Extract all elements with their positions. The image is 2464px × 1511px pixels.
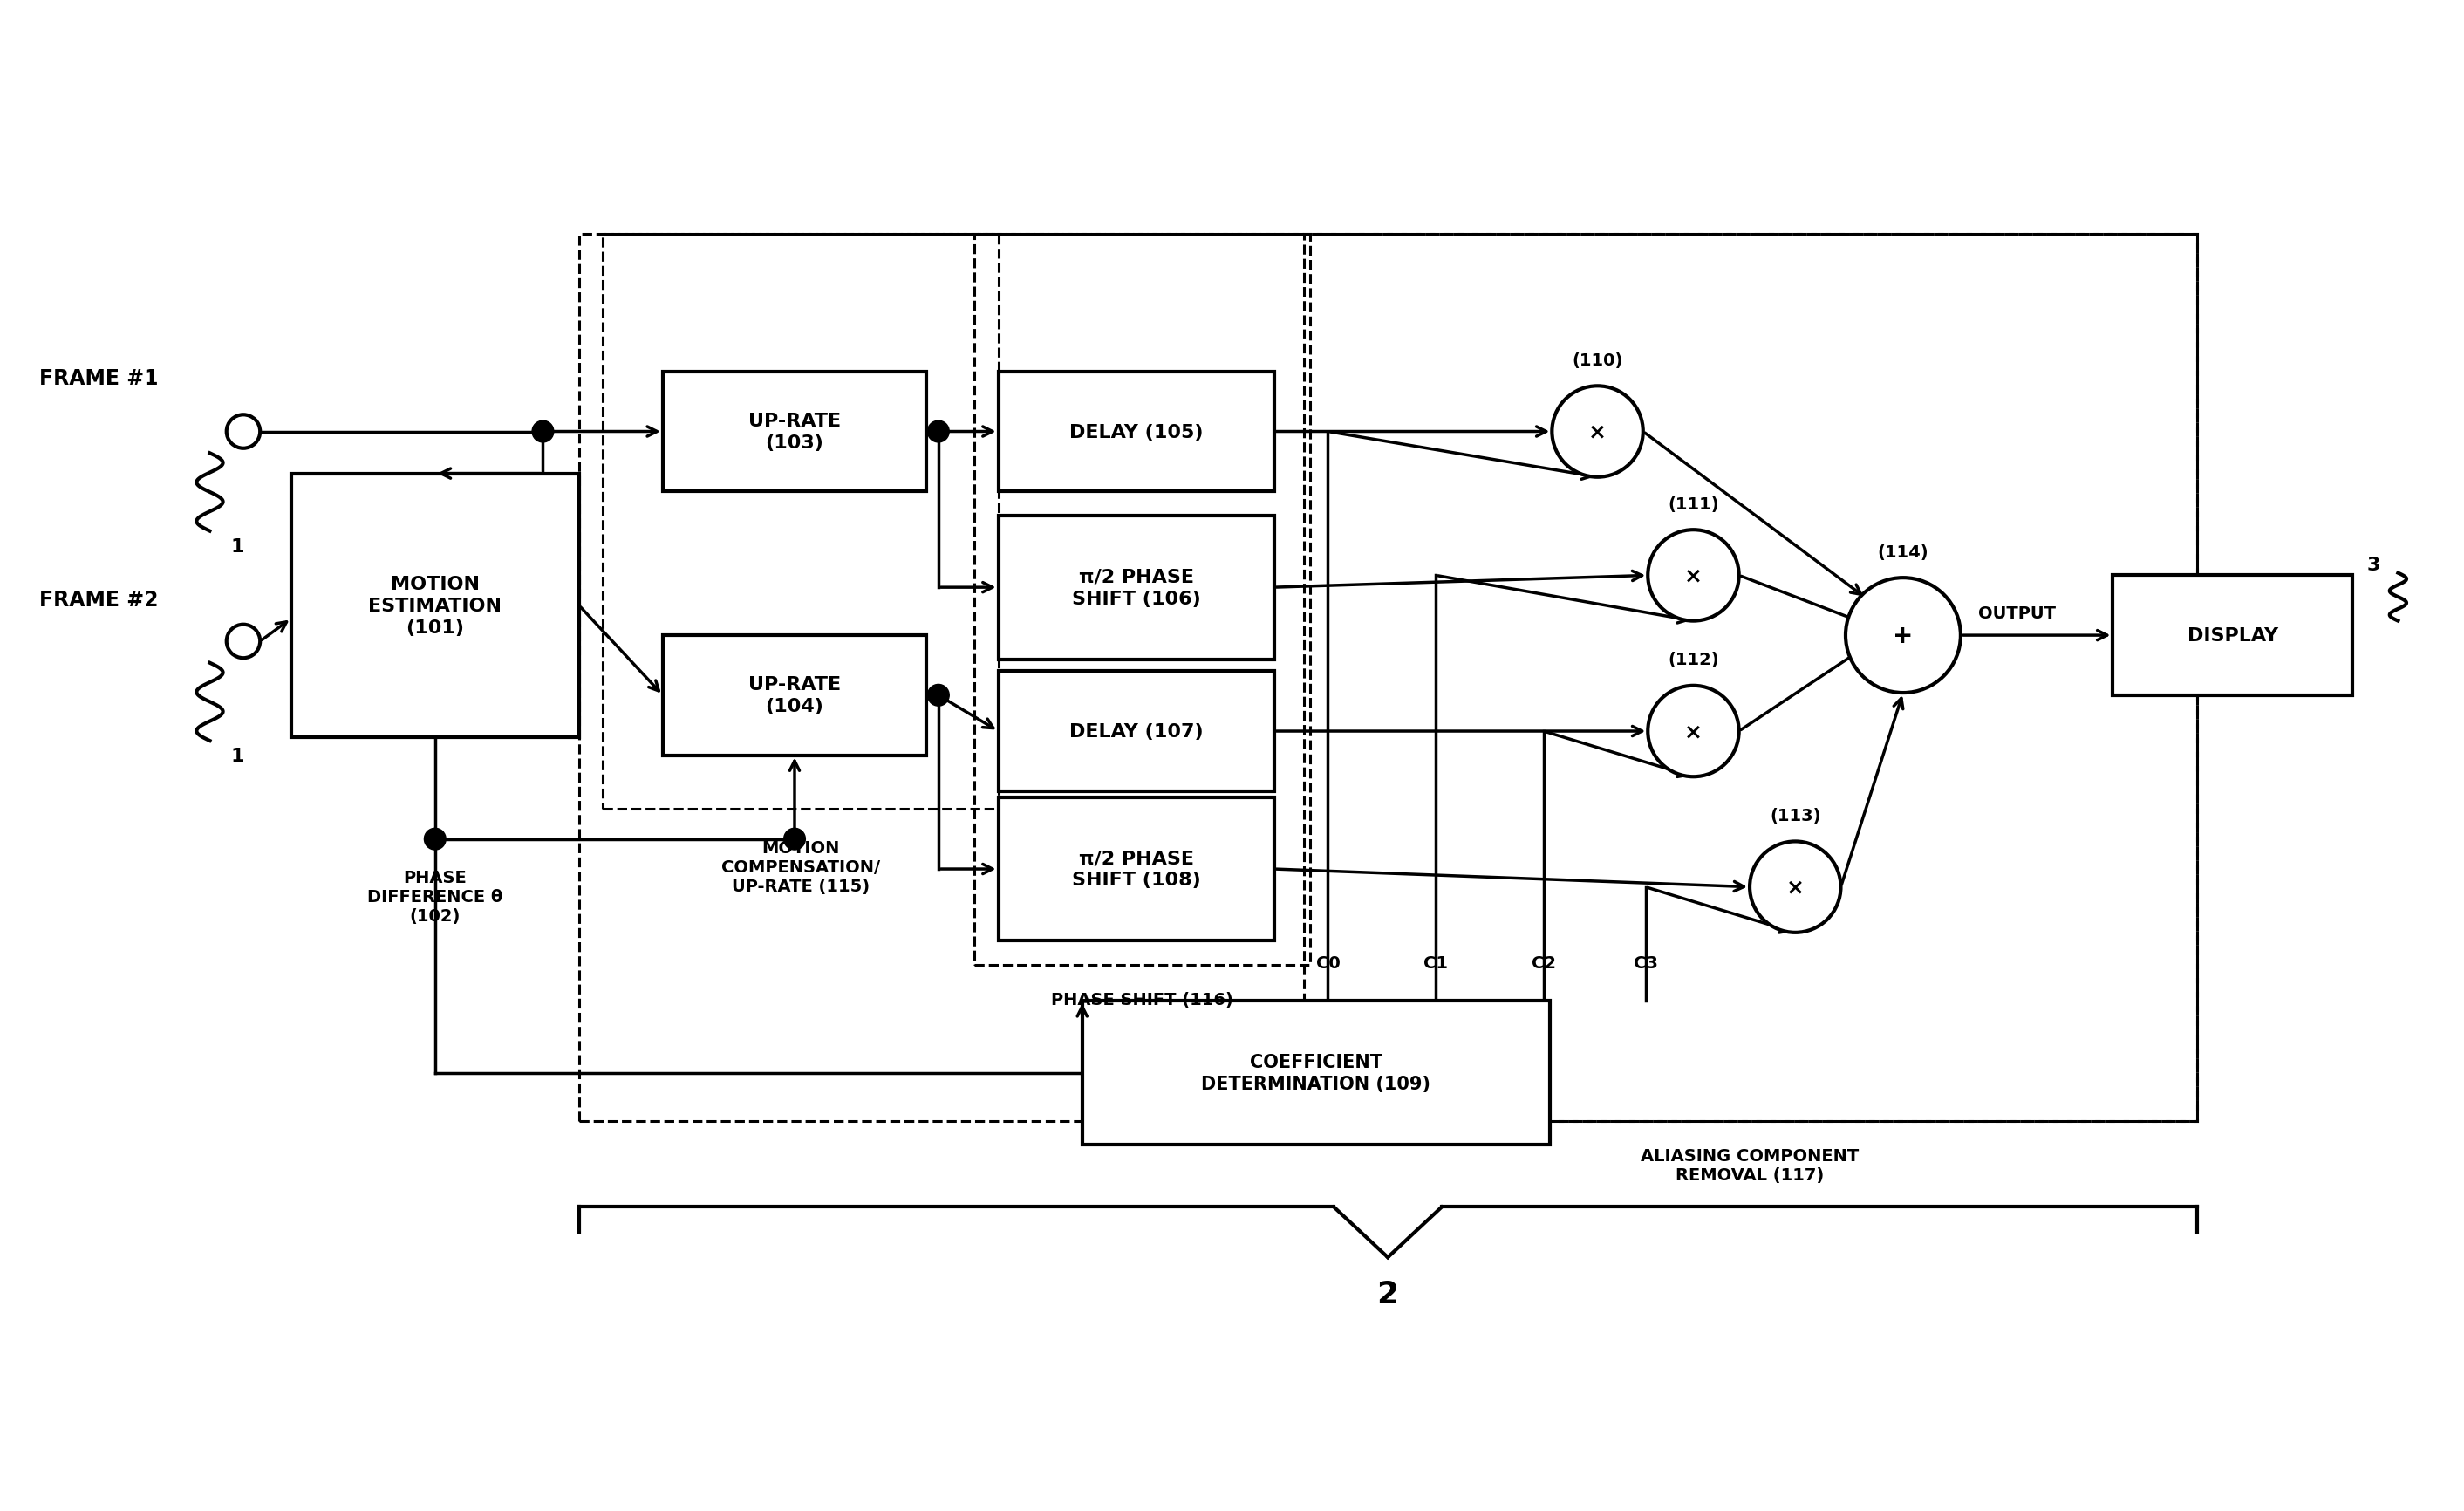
- Text: C2: C2: [1530, 955, 1555, 972]
- Bar: [998, 372, 1274, 493]
- Circle shape: [1648, 530, 1740, 621]
- Bar: [1303, 234, 2198, 1121]
- Text: MOTION
ESTIMATION
(101): MOTION ESTIMATION (101): [367, 576, 503, 636]
- Circle shape: [926, 684, 949, 706]
- Text: 2: 2: [1377, 1278, 1400, 1309]
- Circle shape: [1846, 579, 1961, 694]
- Text: OUTPUT: OUTPUT: [1979, 604, 2057, 621]
- Text: π/2 PHASE
SHIFT (106): π/2 PHASE SHIFT (106): [1072, 568, 1200, 607]
- Text: 1: 1: [232, 538, 244, 556]
- Text: PHASE
DIFFERENCE θ
(102): PHASE DIFFERENCE θ (102): [367, 869, 503, 925]
- Text: (113): (113): [1769, 807, 1821, 823]
- Text: UP-RATE
(104): UP-RATE (104): [749, 675, 840, 715]
- Text: (112): (112): [1668, 651, 1720, 668]
- Text: 1: 1: [232, 748, 244, 765]
- Text: PHASE SHIFT (116): PHASE SHIFT (116): [1052, 991, 1232, 1008]
- Text: ×: ×: [1685, 721, 1703, 742]
- Bar: [663, 636, 926, 756]
- Text: (110): (110): [1572, 352, 1624, 369]
- Text: C1: C1: [1424, 955, 1449, 972]
- Circle shape: [1648, 686, 1740, 777]
- Bar: [291, 474, 579, 737]
- Circle shape: [926, 422, 949, 443]
- Text: UP-RATE
(103): UP-RATE (103): [749, 413, 840, 452]
- Text: (111): (111): [1668, 496, 1720, 512]
- Bar: [998, 798, 1274, 941]
- Text: (114): (114): [1878, 544, 1929, 561]
- Text: C3: C3: [1634, 955, 1658, 972]
- Bar: [579, 234, 2198, 1121]
- Bar: [973, 234, 1311, 966]
- Text: DELAY (105): DELAY (105): [1069, 423, 1202, 441]
- Text: 3: 3: [2368, 556, 2380, 573]
- Bar: [663, 372, 926, 493]
- Text: MOTION
COMPENSATION/
UP-RATE (115): MOTION COMPENSATION/ UP-RATE (115): [722, 839, 880, 895]
- Bar: [998, 515, 1274, 660]
- Text: π/2 PHASE
SHIFT (108): π/2 PHASE SHIFT (108): [1072, 849, 1200, 888]
- Bar: [604, 234, 998, 810]
- Text: C0: C0: [1316, 955, 1340, 972]
- Circle shape: [424, 828, 446, 851]
- Text: ×: ×: [1786, 876, 1804, 898]
- Text: COEFFICIENT
DETERMINATION (109): COEFFICIENT DETERMINATION (109): [1200, 1053, 1432, 1092]
- Bar: [998, 672, 1274, 792]
- Text: ×: ×: [1685, 565, 1703, 586]
- Text: DELAY (107): DELAY (107): [1069, 722, 1202, 740]
- Bar: [1082, 1002, 1550, 1145]
- Text: +: +: [1892, 624, 1915, 648]
- Circle shape: [1552, 387, 1643, 477]
- Text: FRAME #1: FRAME #1: [39, 367, 158, 388]
- Bar: [2112, 576, 2353, 695]
- Text: FRAME #2: FRAME #2: [39, 589, 158, 610]
- Text: ALIASING COMPONENT
REMOVAL (117): ALIASING COMPONENT REMOVAL (117): [1641, 1147, 1858, 1183]
- Circle shape: [784, 828, 806, 851]
- Circle shape: [1749, 842, 1841, 932]
- Text: ×: ×: [1589, 422, 1607, 443]
- Circle shape: [532, 422, 554, 443]
- Text: DISPLAY: DISPLAY: [2188, 627, 2279, 644]
